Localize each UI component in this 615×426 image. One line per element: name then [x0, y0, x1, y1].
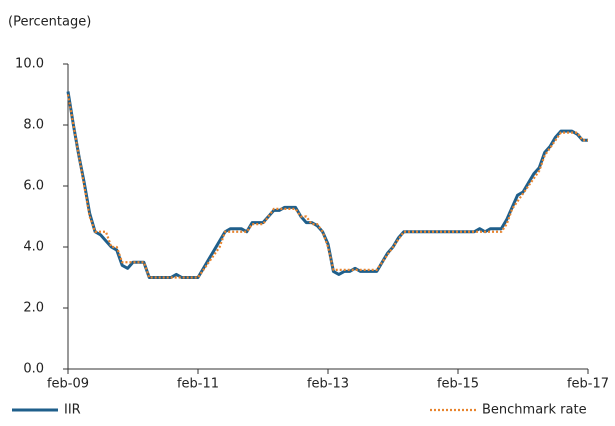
y-tick-label: 4.0 [23, 240, 44, 255]
y-tick-label: 0.0 [23, 362, 44, 377]
y-tick-label: 8.0 [23, 118, 44, 133]
x-tick-label: feb-13 [307, 377, 349, 392]
legend-label: Benchmark rate [482, 403, 587, 418]
series-line [66, 91, 588, 279]
y-tick-label: 2.0 [23, 301, 44, 316]
x-tick-label: feb-17 [567, 377, 609, 392]
x-tick-label: feb-11 [177, 377, 219, 392]
series-line [66, 94, 588, 279]
y-tick-label: 6.0 [23, 179, 44, 194]
y-axis-label: (Percentage) [8, 15, 91, 30]
y-tick-label: 10.0 [15, 57, 44, 72]
x-tick-label: feb-15 [437, 377, 479, 392]
legend-label: IIR [64, 403, 81, 418]
x-tick-label: feb-09 [47, 377, 89, 392]
